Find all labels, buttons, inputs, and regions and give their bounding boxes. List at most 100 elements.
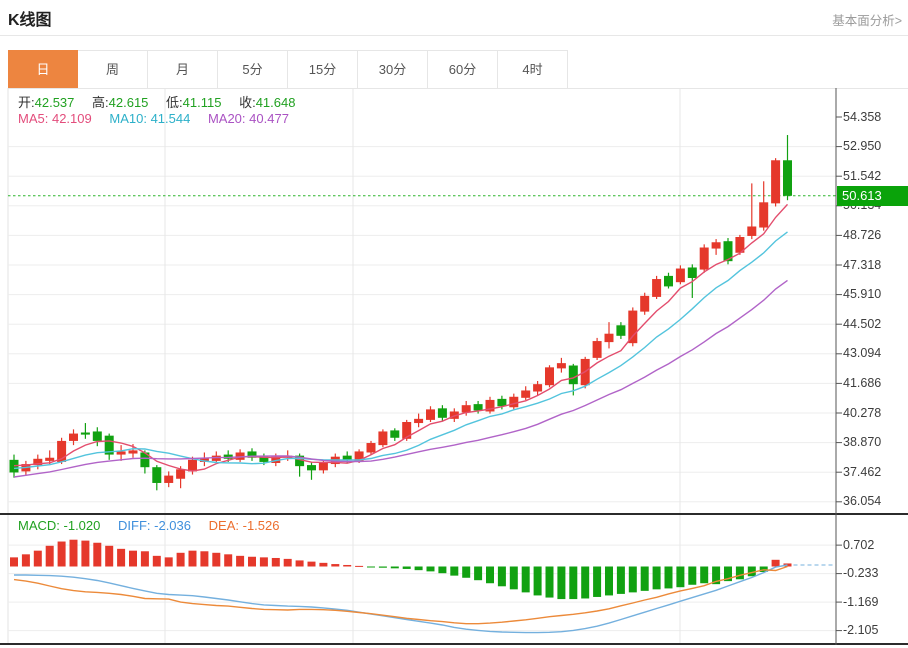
candle-body	[307, 465, 316, 471]
macd-hist-bar	[426, 566, 435, 572]
candle-body	[164, 475, 174, 483]
macd-hist-bar	[45, 545, 54, 567]
macd-hist-bar	[438, 566, 447, 574]
candle-body	[199, 457, 209, 462]
candle-body	[711, 242, 721, 249]
close-readout: 收:41.648	[239, 95, 296, 110]
macd-y-axis-label: 0.702	[843, 537, 875, 552]
macd-hist-bar	[509, 566, 518, 590]
macd-readout: MACD: -1.020 DIFF: -2.036 DEA: -1.526	[18, 518, 293, 533]
macd-hist-bar	[628, 566, 637, 593]
macd-hist-bar	[688, 566, 697, 585]
main-y-axis-label: 47.318	[843, 257, 882, 272]
tab-30min[interactable]: 30分	[358, 50, 428, 88]
candle-body	[628, 310, 638, 344]
macd-hist-bar	[367, 566, 375, 568]
macd-hist-bar	[236, 555, 245, 567]
tab-month[interactable]: 月	[148, 50, 218, 88]
candle-body	[664, 275, 673, 287]
ohlc-readout: 开:42.537 高:42.615 低:41.115 收:41.648	[18, 92, 309, 111]
candle-body	[140, 452, 150, 468]
tab-60min[interactable]: 60分	[428, 50, 498, 88]
current-price-tag: 50.613	[837, 185, 908, 206]
ma5-line	[13, 203, 789, 472]
macd-hist-bar	[616, 566, 625, 594]
macd-hist-bar	[81, 540, 90, 567]
tab-4hour[interactable]: 4时	[498, 50, 568, 88]
macd-hist-bar	[355, 565, 364, 567]
tab-day[interactable]: 日	[8, 50, 78, 88]
candle-body	[92, 431, 102, 441]
candle-body	[426, 409, 435, 420]
macd-hist-bar	[676, 566, 685, 588]
tab-5min[interactable]: 5分	[218, 50, 288, 88]
macd-hist-bar	[21, 554, 30, 567]
macd-hist-bar	[474, 566, 483, 581]
candle-body	[652, 279, 662, 297]
candle-body	[592, 341, 602, 358]
main-y-axis-label: 45.910	[843, 287, 882, 302]
macd-hist-bar	[521, 566, 530, 593]
candle-body	[152, 467, 162, 483]
macd-hist-bar	[581, 566, 590, 599]
macd-hist-bar	[462, 566, 471, 578]
candle-body	[247, 451, 257, 458]
tab-15min[interactable]: 15分	[288, 50, 358, 88]
candle-body	[473, 404, 483, 411]
macd-hist-bar	[248, 556, 256, 567]
macd-hist-bar	[224, 554, 233, 567]
candle-body	[57, 440, 67, 462]
panel-separator	[0, 513, 908, 515]
candle-body	[414, 418, 424, 424]
macd-hist-bar	[69, 539, 78, 567]
candle-body	[128, 450, 138, 454]
candle-body	[675, 268, 685, 283]
candle-body	[188, 459, 197, 472]
candle-body	[735, 236, 745, 253]
macd-hist-bar	[176, 552, 185, 567]
dea-value-readout: DEA: -1.526	[208, 518, 280, 533]
macd-hist-bar	[152, 555, 161, 567]
main-y-axis-label: 40.278	[843, 405, 882, 420]
fundamental-analysis-link[interactable]: 基本面分析>	[832, 14, 902, 28]
bottom-border	[0, 643, 908, 645]
macd-hist-bar	[378, 566, 387, 568]
tab-week[interactable]: 周	[78, 50, 148, 88]
candle-body	[33, 458, 43, 466]
candle-body	[497, 398, 507, 407]
main-y-axis-label: 51.542	[843, 168, 882, 183]
macd-y-axis-label: -2.105	[843, 623, 879, 638]
low-readout: 低:41.115	[166, 95, 222, 110]
main-y-axis-label: 44.502	[843, 316, 882, 331]
high-readout: 高:42.615	[92, 95, 149, 110]
candle-body	[723, 241, 733, 262]
candle-body	[295, 455, 305, 467]
candle-body	[556, 363, 566, 369]
ma10-readout: MA10: 41.544	[109, 111, 191, 126]
candle-body	[45, 457, 55, 461]
candle-body	[604, 333, 614, 343]
macd-hist-bar	[497, 566, 506, 587]
main-y-axis-label: 43.094	[843, 346, 882, 361]
macd-hist-bar	[259, 557, 268, 567]
macd-hist-bar	[414, 566, 423, 571]
macd-hist-bar	[402, 566, 411, 569]
diff-line	[14, 564, 788, 634]
macd-hist-bar	[283, 558, 292, 567]
period-tab-bar: 日 周 月 5分 15分 30分 60分 4时	[8, 50, 908, 89]
candle-body	[533, 384, 543, 392]
candle-body	[80, 432, 90, 435]
title-divider	[0, 35, 908, 36]
macd-hist-bar	[295, 560, 304, 567]
macd-hist-bar	[164, 557, 173, 567]
macd-hist-bar	[557, 566, 566, 600]
candle-body	[687, 267, 697, 278]
macd-hist-bar	[331, 564, 340, 567]
macd-hist-bar	[486, 566, 494, 584]
macd-hist-bar	[307, 561, 316, 567]
macd-hist-bar	[343, 564, 352, 567]
macd-hist-bar	[319, 562, 328, 567]
candle-body	[342, 455, 352, 460]
macd-value-readout: MACD: -1.020	[18, 518, 101, 533]
